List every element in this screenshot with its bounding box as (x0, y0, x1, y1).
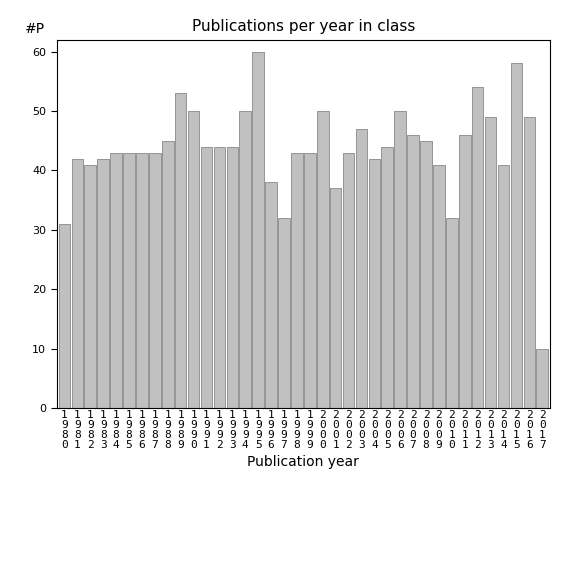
Bar (84, 164, 96, 408)
Bar (98, 159, 109, 408)
Bar (407, 135, 419, 408)
Bar (136, 153, 148, 408)
Bar (162, 141, 174, 408)
Bar (356, 129, 367, 408)
Bar (123, 153, 135, 408)
Bar (536, 349, 548, 408)
Bar (342, 153, 354, 408)
Bar (278, 218, 290, 408)
Bar (511, 64, 522, 408)
Bar (265, 183, 277, 408)
Bar (304, 153, 316, 408)
Bar (226, 147, 238, 408)
Bar (446, 218, 458, 408)
Bar (214, 147, 225, 408)
Bar (149, 153, 160, 408)
Bar (498, 164, 509, 408)
Text: #P: #P (24, 22, 45, 36)
Bar (188, 111, 200, 408)
Bar (395, 111, 406, 408)
Bar (71, 159, 83, 408)
Title: Publications per year in class: Publications per year in class (192, 19, 415, 35)
Bar (111, 153, 122, 408)
Bar (330, 188, 341, 408)
Bar (252, 52, 264, 408)
Bar (485, 117, 496, 408)
Bar (58, 224, 70, 408)
Bar (175, 93, 187, 408)
Bar (317, 111, 328, 408)
X-axis label: Publication year: Publication year (247, 455, 359, 469)
Bar (420, 141, 432, 408)
Bar (239, 111, 251, 408)
Bar (433, 164, 445, 408)
Bar (523, 117, 535, 408)
Bar (472, 87, 484, 408)
Bar (291, 153, 303, 408)
Bar (201, 147, 212, 408)
Bar (369, 159, 380, 408)
Bar (459, 135, 471, 408)
Bar (382, 147, 393, 408)
